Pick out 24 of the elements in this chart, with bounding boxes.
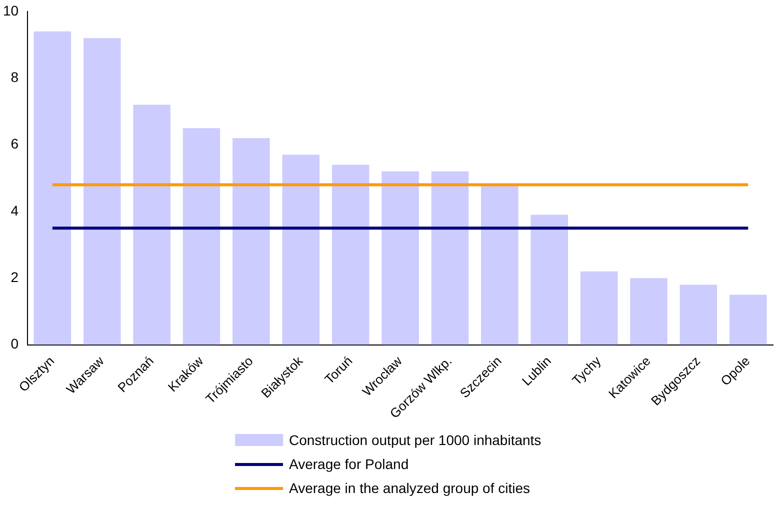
bar [481,184,518,345]
bar [630,278,668,345]
bar [232,138,270,345]
legend-label: Average for Poland [289,456,409,472]
bar [133,104,170,345]
y-tick-label: 6 [10,136,19,152]
y-tick-label: 2 [10,268,19,285]
y-tick-label: 10 [2,2,19,18]
bar [580,271,618,345]
y-tick-label: 0 [10,336,19,352]
y-tick-label: 4 [10,202,19,218]
bar [332,164,370,345]
bar [382,171,419,345]
y-tick-label: 8 [10,68,19,85]
bar [282,154,320,345]
bar [34,31,72,345]
bar [83,38,121,345]
legend-label: Average in the analyzed group of cities [289,480,530,496]
bar [431,171,469,345]
legend-label: Construction output per 1000 inhabitants [289,432,542,448]
bar [680,284,718,345]
bar [530,214,568,345]
bar [182,128,220,345]
bar [730,294,767,345]
